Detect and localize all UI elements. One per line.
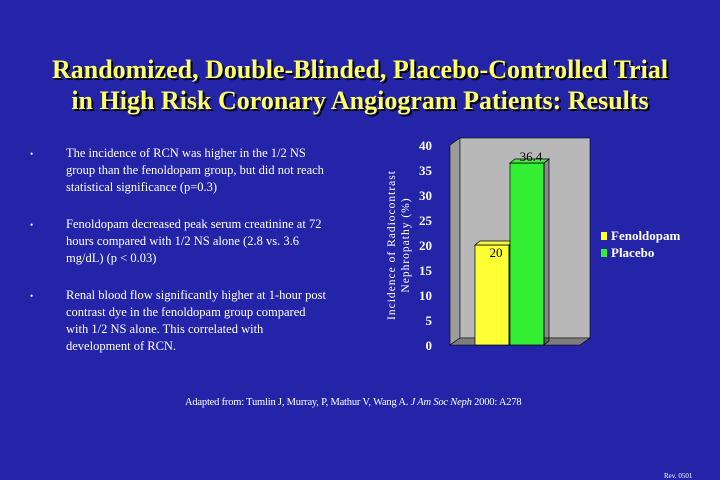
title-line-2: in High Risk Coronary Angiogram Patients… xyxy=(71,86,649,115)
bullet-text: Renal blood flow significantly higher at… xyxy=(66,288,327,353)
y-tick-label: 10 xyxy=(419,288,432,303)
revision-label: Rev. 0501 xyxy=(664,472,693,480)
source-suffix: 2000: A278 xyxy=(474,397,522,408)
data-label-placebo: 36.4 xyxy=(520,149,543,164)
legend-swatch-fenoldopam xyxy=(601,232,607,240)
y-axis-label: Incidence of Radiocontrast Nephropathy (%… xyxy=(386,170,412,320)
y-tick-label: 20 xyxy=(419,238,432,253)
y-tick-label: 40 xyxy=(419,138,432,153)
y-tick-label: 30 xyxy=(419,188,432,203)
source-citation: Adapted from: Tumlin J, Murray, P, Mathu… xyxy=(185,397,522,408)
slide-title: Randomized, Double-Blinded, Placebo-Cont… xyxy=(40,54,680,116)
bar-fenoldopam xyxy=(474,244,510,346)
legend-label-placebo: Placebo xyxy=(611,245,654,260)
title-line-1: Randomized, Double-Blinded, Placebo-Cont… xyxy=(51,55,669,84)
bullet-icon: • xyxy=(30,220,34,230)
bullet-icon: • xyxy=(30,149,34,159)
data-label-fenoldopam: 20 xyxy=(490,245,503,260)
source-prefix: Adapted from: Tumlin J, Murray, P, Mathu… xyxy=(185,397,409,408)
y-axis-label-line-2: Nephropathy (%) xyxy=(400,197,412,292)
bullet-icon: • xyxy=(30,291,34,301)
y-tick-label: 15 xyxy=(419,263,433,278)
legend-label-fenoldopam: Fenoldopam xyxy=(611,228,681,243)
y-axis-label-line-1: Incidence of Radiocontrast xyxy=(386,170,398,320)
y-tick-label: 35 xyxy=(419,163,433,178)
bullet-item: • Fenoldopam decreased peak serum creati… xyxy=(30,216,330,267)
bullet-text: Fenoldopam decreased peak serum creatini… xyxy=(66,217,322,265)
bullet-item: • Renal blood flow significantly higher … xyxy=(30,287,330,355)
y-tick-label: 5 xyxy=(426,313,433,328)
bar-side-placebo xyxy=(543,158,550,346)
bullet-item: • The incidence of RCN was higher in the… xyxy=(30,145,330,196)
source-journal: J Am Soc Neph xyxy=(410,397,472,408)
bullet-list: • The incidence of RCN was higher in the… xyxy=(30,145,330,375)
bar-chart: 0 5 10 15 20 25 30 35 40 Incidence of Radiocontra… xyxy=(386,137,681,353)
plot-side-wall xyxy=(449,137,461,346)
bullet-text: The incidence of RCN was higher in the 1… xyxy=(66,146,324,194)
bar-placebo xyxy=(509,162,545,346)
y-tick-label: 25 xyxy=(419,213,433,228)
y-tick-label: 0 xyxy=(426,338,433,353)
legend-swatch-placebo xyxy=(601,249,607,257)
